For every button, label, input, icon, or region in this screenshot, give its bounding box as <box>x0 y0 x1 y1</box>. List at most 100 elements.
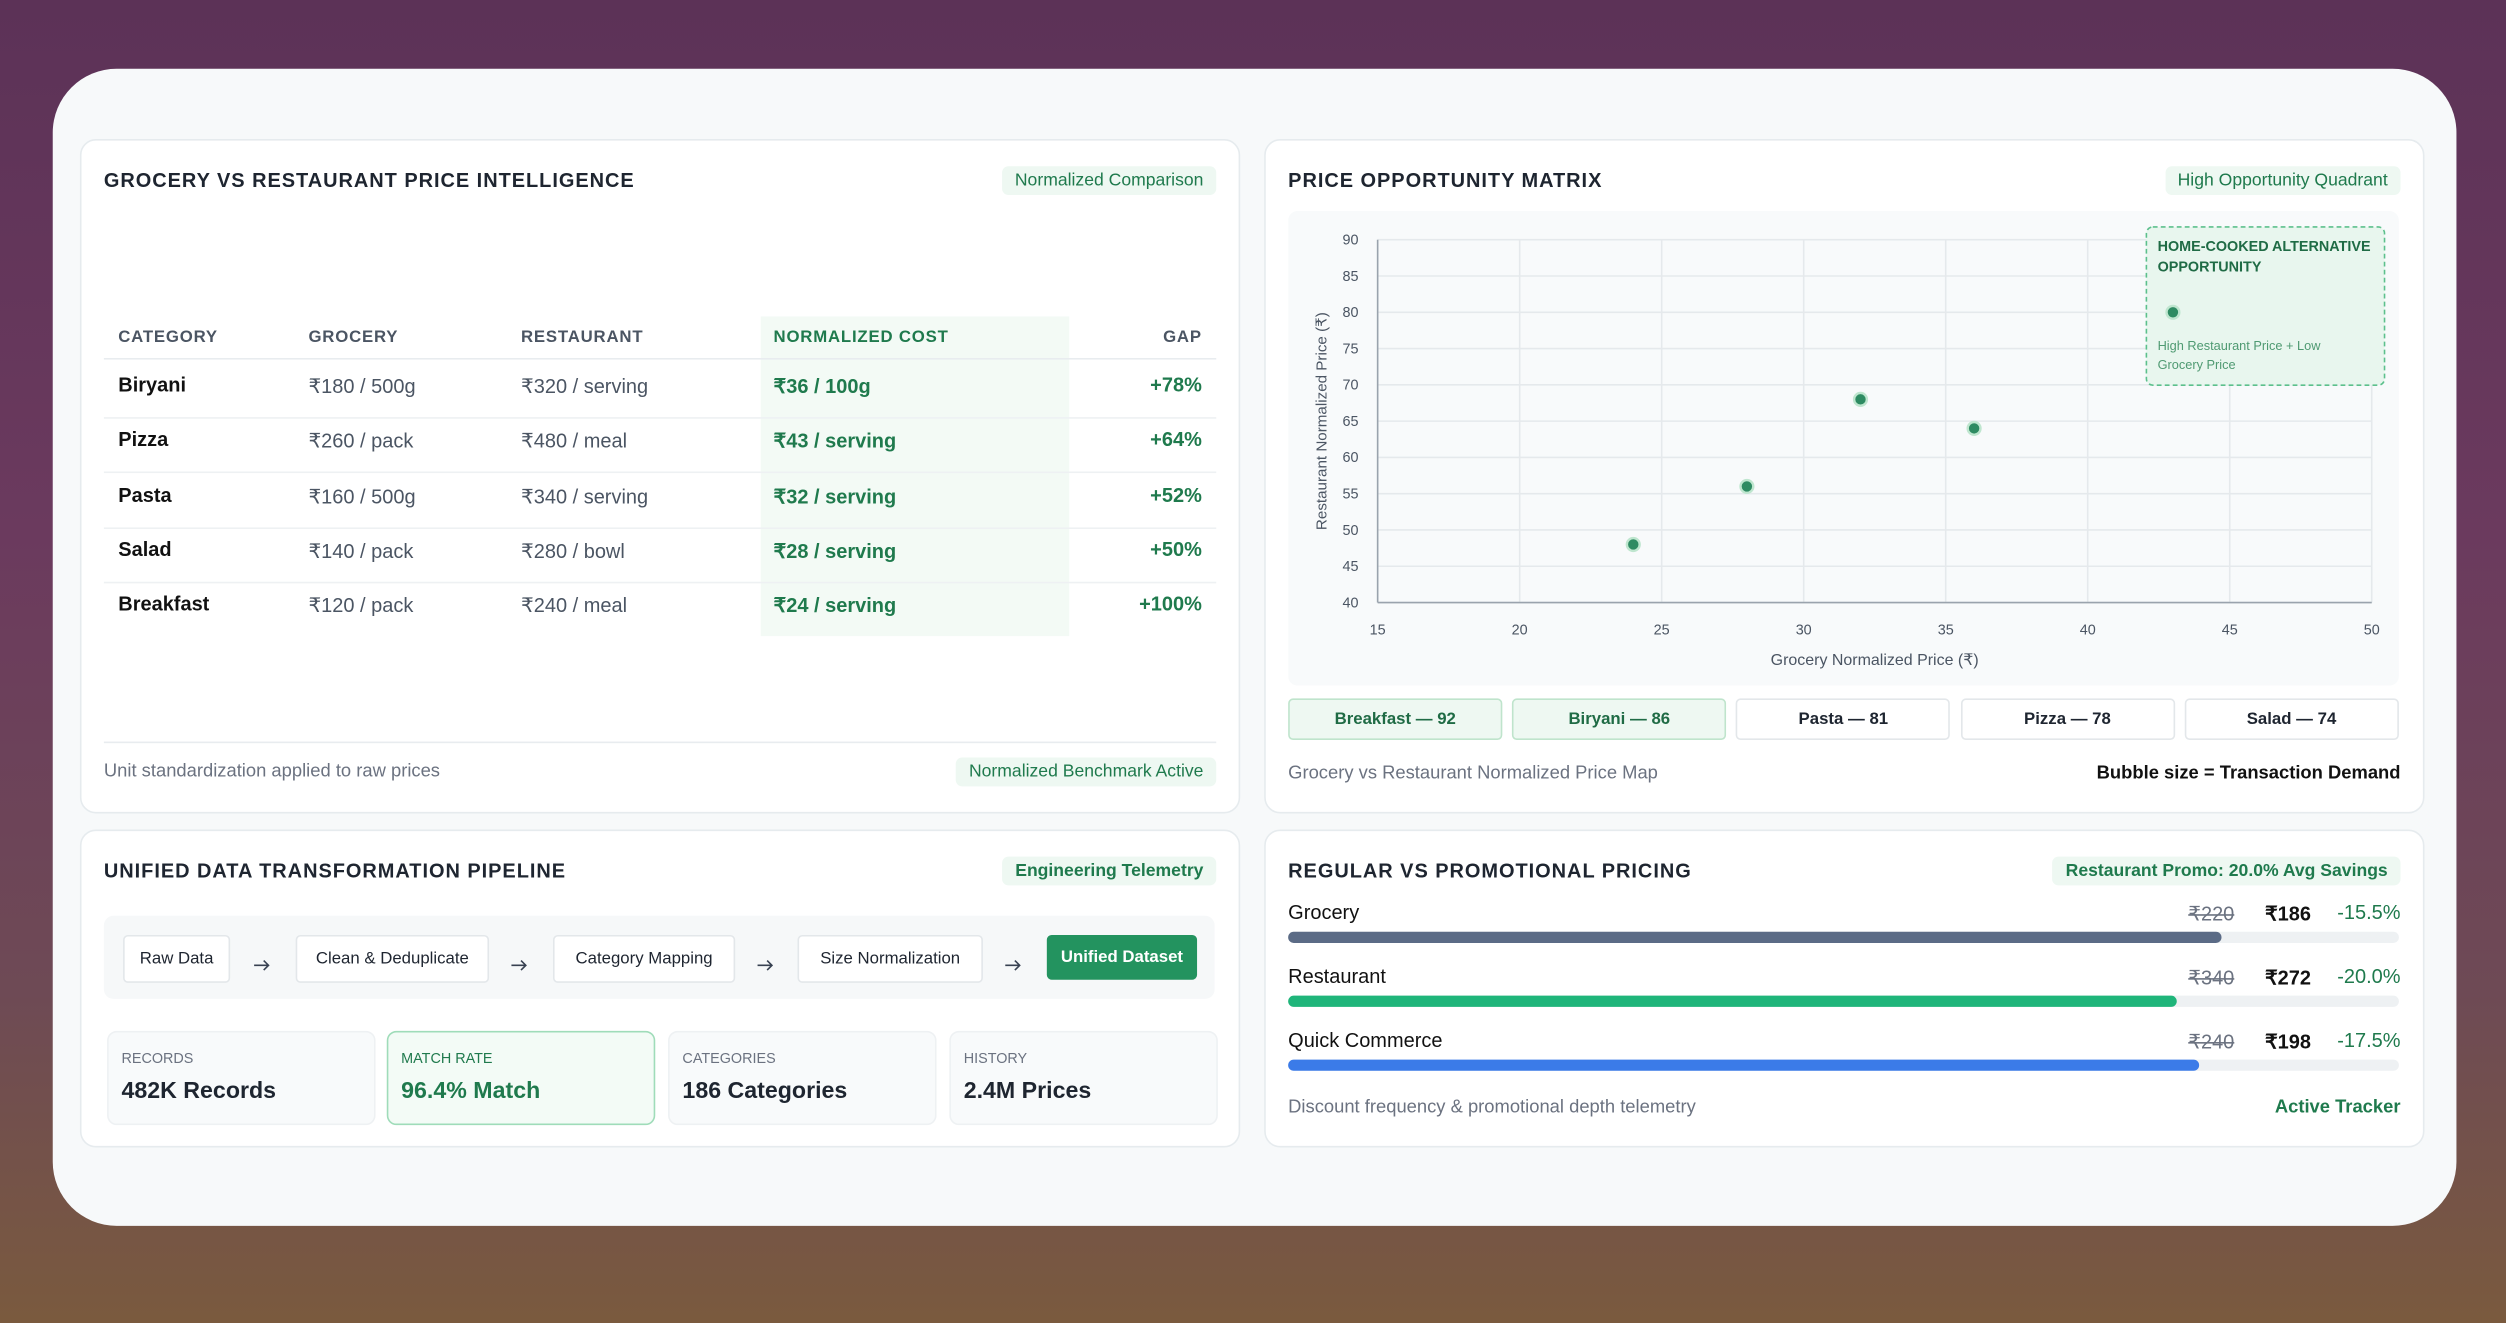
y-tick-label: 60 <box>1342 450 1358 466</box>
table-cell: ₹340 / serving <box>521 485 649 508</box>
y-tick-label: 65 <box>1342 414 1358 430</box>
stat-value: 2.4M Prices <box>963 1078 1092 1105</box>
footer-badge: Normalized Benchmark Active <box>956 757 1217 787</box>
row-divider <box>103 417 1217 419</box>
footer-note: Bubble size = Transaction Demand <box>2096 763 2401 784</box>
table-cell: ₹240 / meal <box>521 594 628 618</box>
row-name: Quick Commerce <box>1288 1029 1443 1052</box>
stat-label: CATEGORIES <box>682 1050 776 1067</box>
annotation-title: HOME-COOKED ALTERNATIVE <box>2158 239 2371 255</box>
footer-badge: Active Tracker <box>2274 1097 2401 1118</box>
stat-value: 186 Categories <box>682 1078 848 1105</box>
table-cell: +64% <box>1150 428 1202 452</box>
change: -15.5% <box>2337 901 2401 924</box>
pipeline-panel: UNIFIED DATA TRANSFORMATION PIPELINE Eng… <box>79 829 1241 1148</box>
table-cell: Biryani <box>118 373 187 397</box>
stat-label: RECORDS <box>121 1050 194 1067</box>
table-cell: ₹120 / pack <box>308 594 414 618</box>
legend-chip: Breakfast — 92 <box>1288 698 1503 740</box>
scatter-chart: 40 45 50 55 60 65 70 75 80 85 90 15 20 25 30 35 40 45 50 Gr… <box>1288 210 2399 686</box>
table-cell: Breakfast <box>118 593 210 616</box>
column-header: GAP <box>1163 327 1202 347</box>
promo-price: ₹198 <box>2264 1030 2312 1054</box>
panel-footer: Grocery vs Restaurant Normalized Price M… <box>1288 763 1658 784</box>
legend-chip: Pizza — 78 <box>1960 698 2175 740</box>
table-cell: ₹180 / 500g <box>308 375 416 398</box>
promo-price: ₹186 <box>2264 902 2312 926</box>
scatter-point <box>1739 478 1755 495</box>
table-cell: ₹160 / 500g <box>308 485 416 508</box>
y-tick-label: 55 <box>1342 486 1358 502</box>
arrow-icon <box>756 959 773 971</box>
x-tick-label: 35 <box>1938 622 1954 638</box>
table-cell: ₹320 / serving <box>521 375 649 398</box>
panel-title: REGULAR VS PROMOTIONAL PRICING <box>1288 859 1692 883</box>
arrow-icon <box>511 959 527 971</box>
bar-track <box>1288 1059 2399 1071</box>
regular-price: ₹240 <box>2188 1030 2235 1054</box>
stat-box: HISTORY 2.4M Prices <box>949 1030 1218 1126</box>
table-panel: GROCERY VS RESTAURANT PRICE INTELLIGENCE… <box>79 139 1241 814</box>
arrow-icon <box>1005 959 1021 971</box>
stat-label: MATCH RATE <box>401 1050 493 1067</box>
table-cell: +78% <box>1150 373 1202 397</box>
table-cell: Salad <box>118 538 172 561</box>
table-cell: ₹140 / pack <box>308 540 414 563</box>
regular-price: ₹340 <box>2188 966 2235 990</box>
matrix-panel: PRICE OPPORTUNITY MATRIX High Opportunit… <box>1264 139 2425 814</box>
bar-track <box>1288 931 2399 943</box>
annotation-box <box>2145 226 2386 386</box>
y-tick-label: 75 <box>1342 341 1358 357</box>
pipeline-step: Clean & Deduplicate <box>295 934 490 983</box>
table-cell: +50% <box>1150 538 1202 561</box>
scatter-point <box>1966 420 1982 436</box>
table-cell: ₹260 / pack <box>308 430 414 453</box>
panel-title: PRICE OPPORTUNITY MATRIX <box>1288 169 1603 192</box>
annotation-text: High Restaurant Price + Low <box>2158 338 2322 353</box>
arrow <box>1004 951 1023 971</box>
annotation-title: OPPORTUNITY <box>2158 260 2262 276</box>
highlight-column <box>760 316 1070 637</box>
scatter-point <box>2165 304 2181 320</box>
arrow-icon <box>253 959 269 971</box>
table-cell: ₹36 / 100g <box>773 375 871 398</box>
table-cell: ₹28 / serving <box>773 540 897 563</box>
legend-chip: Biryani — 86 <box>1512 698 1727 740</box>
row-divider <box>103 471 1217 474</box>
column-header: CATEGORY <box>118 327 218 347</box>
x-tick-label: 25 <box>1654 622 1670 638</box>
column-header: RESTAURANT <box>521 327 644 347</box>
panel-badge: Engineering Telemetry <box>1002 856 1217 886</box>
y-tick-label: 70 <box>1342 378 1358 394</box>
row-divider <box>103 357 1217 360</box>
stat-box: CATEGORIES 186 Categories <box>668 1030 937 1126</box>
column-header: GROCERY <box>308 327 399 347</box>
y-tick-label: 45 <box>1342 559 1358 575</box>
stat-label: HISTORY <box>963 1050 1028 1067</box>
bar-fill <box>1288 931 2222 943</box>
row-divider <box>103 581 1217 584</box>
promo-panel: REGULAR VS PROMOTIONAL PRICING Restauran… <box>1264 829 2425 1148</box>
stat-value: 482K Records <box>121 1078 277 1105</box>
panel-title: UNIFIED DATA TRANSFORMATION PIPELINE <box>103 859 567 883</box>
table-cell: Pasta <box>118 483 172 506</box>
table-cell: ₹24 / serving <box>773 594 897 618</box>
column-header: NORMALIZED COST <box>773 327 949 347</box>
regular-price: ₹220 <box>2188 902 2235 926</box>
arrow <box>252 951 271 971</box>
divider <box>103 741 1217 744</box>
y-tick-label: 40 <box>1342 595 1358 611</box>
panel-badge: Normalized Comparison <box>1002 166 1217 195</box>
stat-box: MATCH RATE 96.4% Match <box>386 1030 656 1126</box>
pipeline-step: Size Normalization <box>797 934 983 983</box>
x-tick-label: 20 <box>1512 622 1528 638</box>
table-cell: ₹480 / meal <box>521 430 628 453</box>
scatter-point <box>1625 536 1641 553</box>
panel-title: GROCERY VS RESTAURANT PRICE INTELLIGENCE <box>103 169 635 192</box>
pipeline-step: Raw Data <box>123 934 231 983</box>
x-axis-label: Grocery Normalized Price (₹) <box>1771 652 1979 669</box>
promo-price: ₹272 <box>2264 966 2312 990</box>
pipeline-step: Category Mapping <box>552 934 736 983</box>
